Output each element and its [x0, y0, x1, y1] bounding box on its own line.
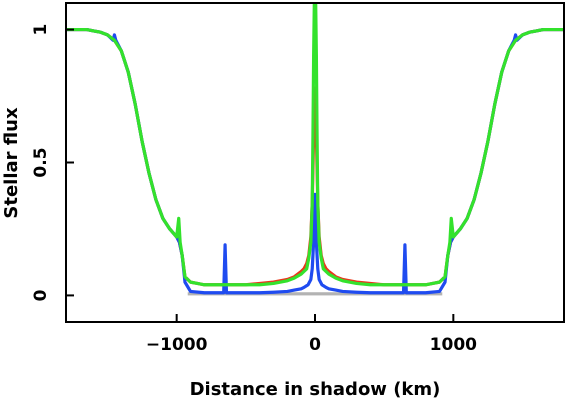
y-tick-label: 0.5: [31, 147, 51, 177]
y-tick-label: 1: [31, 24, 51, 36]
series-line-3: [66, 3, 564, 287]
y-axis-label: Stellar flux: [1, 107, 22, 219]
x-tick-label: −1000: [146, 335, 208, 355]
x-tick-label: 0: [309, 335, 321, 355]
x-axis-label: Distance in shadow (km): [190, 379, 441, 400]
x-tick-label: 1000: [430, 335, 477, 355]
y-tick-label: 0: [31, 289, 51, 301]
shadow-band: [187, 292, 443, 296]
